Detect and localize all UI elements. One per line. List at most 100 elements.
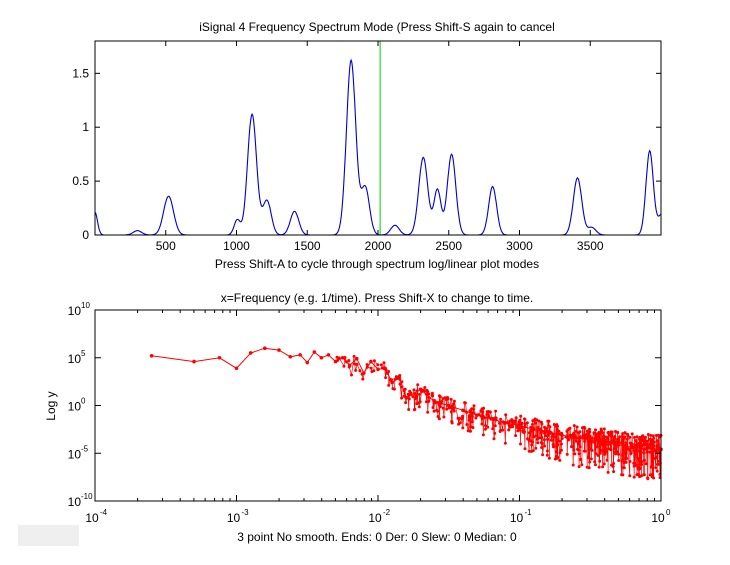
spectrum-noise-point (483, 427, 487, 431)
bottom-ytick-label: 10 (68, 304, 82, 318)
spectrum-noise-point (632, 436, 636, 439)
spectrum-noise-point (645, 450, 649, 454)
spectrum-noise-point (446, 397, 450, 401)
spectrum-noise-point (493, 424, 497, 428)
spectrum-point (531, 427, 536, 432)
spectrum-noise-point (654, 466, 658, 470)
spectrum-noise-point (403, 387, 407, 391)
spectrum-point (288, 354, 293, 359)
spectrum-noise-point (613, 435, 617, 438)
spectrum-noise-point (652, 436, 656, 440)
spectrum-noise-point (379, 363, 383, 367)
spectrum-noise-point (491, 427, 495, 431)
power-spectrum-line (151, 347, 662, 450)
spectrum-noise-point (442, 415, 446, 419)
spectrum-noise-point (452, 402, 455, 406)
spectrum-noise-point (398, 382, 402, 386)
spectrum-noise-point (655, 455, 659, 459)
spectrum-noise-point (593, 460, 597, 464)
spectrum-noise-point (407, 408, 411, 411)
bottom-xtick-exponent: -4 (100, 508, 108, 517)
spectrum-noise-point (534, 446, 538, 450)
spectrum-noise-point (595, 445, 599, 449)
spectrum-noise-point (598, 459, 602, 463)
bottom-ytick-exponent: 0 (81, 397, 86, 406)
bottom-ytick-exponent: 10 (81, 301, 90, 310)
spectrum-noise-point (572, 448, 576, 452)
spectrum-noise-point (520, 426, 524, 430)
spectrum-noise-point (481, 410, 485, 414)
spectrum-noise-point (590, 448, 594, 452)
spectrum-noise-point (634, 439, 638, 443)
spectrum-noise-point (642, 451, 646, 455)
spectrum-noise-point (589, 457, 593, 461)
spectrum-noise-point (597, 465, 601, 469)
spectrum-noise-point (426, 410, 430, 414)
spectrum-noise-point (545, 453, 549, 457)
spectrum-noise-point (554, 435, 557, 439)
spectrum-point (560, 433, 564, 437)
spectrum-point (383, 366, 387, 371)
spectrum-noise-point (438, 405, 442, 409)
spectrum-noise-point (601, 431, 605, 435)
spectrum-noise-point (543, 444, 546, 448)
spectrum-noise-point (427, 399, 431, 403)
spectrum-noise-point (621, 432, 625, 436)
bottom-plot-ylabel: Log y (44, 391, 58, 420)
spectrum-noise-point (574, 439, 578, 443)
spectrum-noise-point (615, 450, 619, 454)
spectrum-noise-point (427, 392, 431, 396)
spectrum-noise-point (482, 406, 486, 410)
spectrum-point (234, 366, 239, 371)
top-xtick-label: 2000 (365, 239, 392, 253)
bottom-xtick-label: 10 (368, 511, 382, 525)
spectrum-noise-point (409, 391, 413, 395)
spectrum-noise-point (645, 442, 649, 446)
spectrum-noise-point (624, 452, 628, 456)
spectrum-noise-point (460, 414, 464, 418)
spectrum-noise-point (417, 405, 421, 409)
spectrum-noise-point (534, 434, 538, 438)
spectrum-noise-point (557, 429, 561, 433)
spectrum-noise-point (571, 463, 575, 467)
spectrum-noise-point (392, 387, 396, 391)
spectrum-noise-point (641, 434, 645, 438)
spectrum-noise-point (547, 419, 551, 423)
spectrum-noise-point (583, 439, 587, 443)
spectrum-noise-point (372, 369, 376, 373)
spectrum-noise-point (558, 451, 562, 455)
spectrum-noise-point (567, 437, 571, 441)
spectrum-noise-point (617, 437, 621, 441)
spectrum-noise-point (637, 459, 641, 463)
spectrum-noise-point (458, 421, 462, 425)
spectrum-noise-point (639, 450, 643, 454)
spectrum-noise-point (469, 429, 472, 433)
spectrum-noise-point (616, 440, 620, 444)
spectrum-noise-point (626, 447, 630, 451)
spectrum-point (546, 430, 550, 435)
spectrum-noise-point (641, 439, 644, 443)
spectrum-noise-point (376, 363, 380, 367)
spectrum-noise-point (449, 397, 453, 401)
spectrum-point (432, 399, 437, 404)
spectrum-noise-point (550, 435, 554, 439)
spectrum-noise-point (555, 450, 558, 454)
spectrum-noise-point (471, 407, 475, 411)
spectrum-noise-point (551, 443, 555, 446)
spectrum-point (319, 355, 324, 360)
bottom-xtick-label: 10 (85, 511, 99, 525)
spectrum-noise-point (445, 407, 449, 411)
spectrum-noise-point (648, 473, 652, 477)
spectrum-noise-point (588, 434, 592, 438)
spectrum-noise-point (470, 415, 474, 418)
spectrum-noise-point (596, 453, 600, 457)
spectrum-linear-axes: iSignal 4 Frequency Spectrum Mode (Press… (72, 20, 662, 271)
spectrum-point (602, 439, 607, 444)
top-ytick-label: 1 (82, 120, 89, 134)
spectrum-noise-point (535, 418, 539, 422)
spectrum-noise-point (400, 396, 404, 400)
spectrum-noise-point (651, 473, 655, 477)
spectrum-noise-point (480, 422, 484, 426)
spectrum-point (461, 408, 465, 413)
